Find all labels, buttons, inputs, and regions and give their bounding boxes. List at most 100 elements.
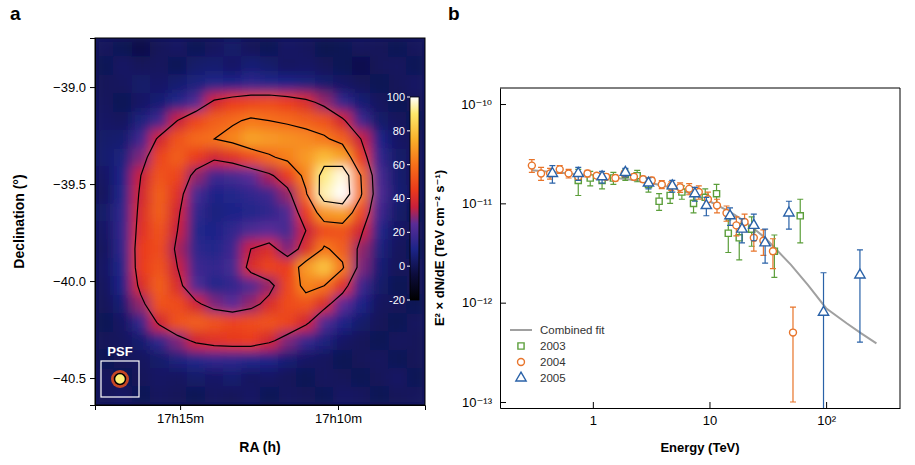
map-cell xyxy=(113,295,132,314)
map-cell xyxy=(388,387,407,405)
error-bar xyxy=(677,183,683,193)
y-axis-tick-label: −39.0 xyxy=(53,80,86,95)
map-cell xyxy=(315,56,334,75)
map-cell xyxy=(278,295,297,314)
map-cell xyxy=(150,56,169,75)
colorbar-tick-label: 20 xyxy=(393,226,405,238)
y-axis-tick-mark xyxy=(500,203,506,204)
map-cell xyxy=(352,277,371,296)
map-cell xyxy=(407,387,425,405)
y-axis-tick-label: 10⁻¹² xyxy=(462,295,493,310)
map-cell xyxy=(407,368,425,387)
map-cell xyxy=(333,93,352,112)
data-point xyxy=(760,237,770,246)
map-cell xyxy=(113,313,132,332)
map-cell xyxy=(95,93,114,112)
map-cell xyxy=(223,148,242,167)
y-axis-tick-mark xyxy=(500,303,506,304)
map-cell xyxy=(223,240,242,259)
map-cell xyxy=(223,203,242,222)
data-point xyxy=(538,170,545,177)
map-cell xyxy=(352,368,371,387)
colorbar-tick xyxy=(407,164,410,165)
map-cell xyxy=(205,38,224,57)
legend-label: 2003 xyxy=(540,340,566,352)
map-cell xyxy=(260,222,279,241)
map-cell xyxy=(95,38,114,57)
panel-map: −39.0−39.5−40.0−40.517h15m17h10mDeclinat… xyxy=(10,3,426,455)
x-axis-tick-label: 17h10m xyxy=(315,411,362,426)
map-cell xyxy=(187,258,206,277)
y-axis-tick-mark xyxy=(90,378,95,379)
series-2003 xyxy=(575,169,803,277)
data-point xyxy=(690,188,700,197)
map-cell xyxy=(260,313,279,332)
y-axis-title: Declination (°) xyxy=(11,174,27,268)
contours xyxy=(135,95,373,346)
map-cell xyxy=(333,313,352,332)
map-cell xyxy=(407,332,425,351)
map-cell xyxy=(168,38,187,57)
legend-label: Combined fit xyxy=(540,324,605,336)
psf-core xyxy=(115,374,126,385)
map-cell xyxy=(132,38,151,57)
map-cell xyxy=(370,38,389,57)
map-cell xyxy=(205,277,224,296)
map-cell xyxy=(407,350,425,369)
map-cell xyxy=(205,258,224,277)
map-cell xyxy=(150,222,169,241)
series-2004 xyxy=(528,160,796,402)
map-cell xyxy=(132,295,151,314)
map-cell xyxy=(132,75,151,94)
map-cell xyxy=(333,295,352,314)
map-cell xyxy=(352,75,371,94)
data-point xyxy=(784,207,794,216)
map-cell xyxy=(150,93,169,112)
map-cell xyxy=(95,387,114,405)
y-axis-tick: −39.0 xyxy=(53,80,95,95)
data-point xyxy=(667,192,673,198)
map-cell xyxy=(168,130,187,149)
map-cell xyxy=(297,368,316,387)
error-bar xyxy=(566,169,572,178)
map-cell xyxy=(223,277,242,296)
map-cell xyxy=(168,185,187,204)
map-cell xyxy=(242,56,261,75)
map-cell xyxy=(352,295,371,314)
map-cell xyxy=(205,332,224,351)
map-cell xyxy=(113,93,132,112)
data-point xyxy=(565,170,572,177)
map-cell xyxy=(242,387,261,405)
map-cell xyxy=(370,277,389,296)
y-axis-tick: 10⁻¹⁰ xyxy=(461,97,506,112)
map-cell xyxy=(113,185,132,204)
data-point xyxy=(643,177,653,186)
data-point xyxy=(556,166,563,173)
panel-label: b xyxy=(448,3,460,24)
map-cell xyxy=(150,75,169,94)
map-cell xyxy=(95,185,114,204)
map-cell xyxy=(223,111,242,130)
map-cell xyxy=(352,313,371,332)
map-cell xyxy=(223,75,242,94)
map-cell xyxy=(242,258,261,277)
map-cell xyxy=(168,75,187,94)
map-cell xyxy=(223,56,242,75)
map-cell xyxy=(407,313,425,332)
map-cell xyxy=(205,368,224,387)
map-cell xyxy=(278,258,297,277)
legend-swatch xyxy=(510,329,532,331)
map-cell xyxy=(132,185,151,204)
map-cell xyxy=(297,148,316,167)
map-cell xyxy=(370,222,389,241)
map-frame xyxy=(95,38,425,405)
map-cell xyxy=(407,56,425,75)
spectrum-plot xyxy=(528,160,876,408)
map-background xyxy=(95,38,425,405)
x-axis-tick-label: 10 xyxy=(703,413,717,428)
map-cell xyxy=(132,56,151,75)
map-cell xyxy=(242,185,261,204)
psf-halo xyxy=(111,370,129,388)
y-axis-tick-label: −40.5 xyxy=(53,371,86,386)
map-cell xyxy=(352,350,371,369)
